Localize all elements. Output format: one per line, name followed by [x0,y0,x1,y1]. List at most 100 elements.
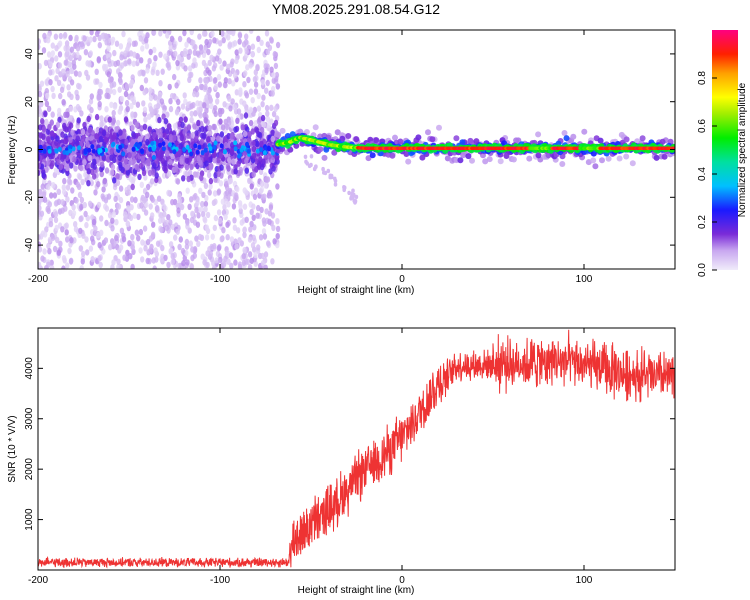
spectrum-point [212,243,217,250]
spectrum-point [75,103,81,111]
spectrum-point [112,240,117,247]
spectrum-point [192,171,198,178]
spectrum-point [233,259,238,266]
spectrum-point [44,118,49,126]
spectrum-point [143,209,149,216]
spectrum-point [161,141,166,147]
spectrum-point [69,257,74,264]
spectrum-point [202,102,207,109]
spectrum-point [233,140,238,146]
spectrum-point [140,256,145,263]
spectrum-point [168,134,174,141]
spectrum-point [111,134,116,141]
spectrum-point [264,208,269,215]
spectrum-point [158,80,163,87]
spectrum-point [270,258,275,265]
spectrum-point [109,148,114,155]
spectrum-point [258,156,263,163]
x-tick-label: -200 [28,274,48,285]
spectrum-point [52,245,58,253]
spectrum-point [56,249,62,256]
spectrum-point [69,237,74,244]
spectrum-point [79,196,85,204]
spectrum-point [43,59,49,67]
spectrum-point [256,105,262,112]
spectrum-point [260,163,265,171]
spectrum-point [189,71,194,79]
spectrum-point [78,227,83,235]
spectrum-point [109,169,115,176]
spectrum-point [48,79,53,86]
spectrum-point [97,42,103,49]
spectrum-point [189,263,195,269]
spectrum-point [77,145,82,151]
spectrum-point [130,74,135,81]
spectrum-point [168,247,174,254]
spectrum-point [128,159,133,166]
spectrum-point [213,83,219,91]
spectrum-point [233,168,238,175]
colorbar-ticks: 0.00.20.40.60.8 [697,71,717,277]
spectrum-point [389,152,396,159]
spectrum-point [134,163,139,171]
spectrum-point [252,193,258,200]
spectrum-point [113,195,118,203]
spectrum-point [201,30,207,37]
spectrum-point [95,78,100,85]
spectrum-point [118,185,124,192]
spectrum-point [96,232,101,239]
spectrum-point [345,133,352,139]
spectrum-point [139,202,144,209]
spectrum-point [115,173,120,180]
spectrum-point [39,80,45,87]
spectrum-point [262,233,268,240]
spectrum-point [40,118,45,125]
spectrum-point [570,133,577,140]
spectrum-point [215,91,220,99]
spectrum-point [80,178,85,186]
spectrum-point [213,110,218,118]
spectrum-point [82,159,87,166]
spectrum-point [168,105,174,113]
spectrum-point [231,203,237,210]
spectrum-point [116,263,121,269]
spectrum-point [143,245,148,252]
spectrum-point [251,234,256,241]
spectrum-point [57,146,62,152]
spectrum-point [223,213,228,221]
spectrum-point [38,234,41,241]
spectrum-point [129,196,135,203]
spectrum-point [237,32,243,39]
spectrum-point [219,131,225,138]
spectrum-point [216,135,221,142]
snr-y-label: SNR (10 * V/V) [7,415,18,482]
spectrum-point [130,263,135,269]
spectrum-point [196,240,201,247]
spectrum-point [238,207,243,215]
spectrum-point [58,240,63,247]
spectrum-point [99,115,104,122]
spectrum-point [134,142,139,147]
spectrum-point [57,116,62,124]
spectrum-point [114,219,119,226]
spectrum-point [178,116,184,124]
spectrum-point [590,157,597,164]
spectrum-point [373,137,380,144]
spectrum-point [49,192,54,199]
spectrum-point [223,77,229,84]
spectrum-point [64,222,69,229]
spectrum-point [271,224,276,232]
spectrum-point [144,36,149,44]
spectrum-point [134,229,140,236]
spectrum-point [597,137,604,144]
spectrum-point [184,243,190,250]
spectrum-point [250,43,256,50]
spectrum-point [260,252,265,260]
spectrum-point [39,163,45,170]
spectrum-point [222,260,227,267]
spectrum-point [194,206,199,214]
spectrum-point [111,109,116,117]
spectrum-point [236,160,241,167]
spectrum-point [49,130,55,137]
